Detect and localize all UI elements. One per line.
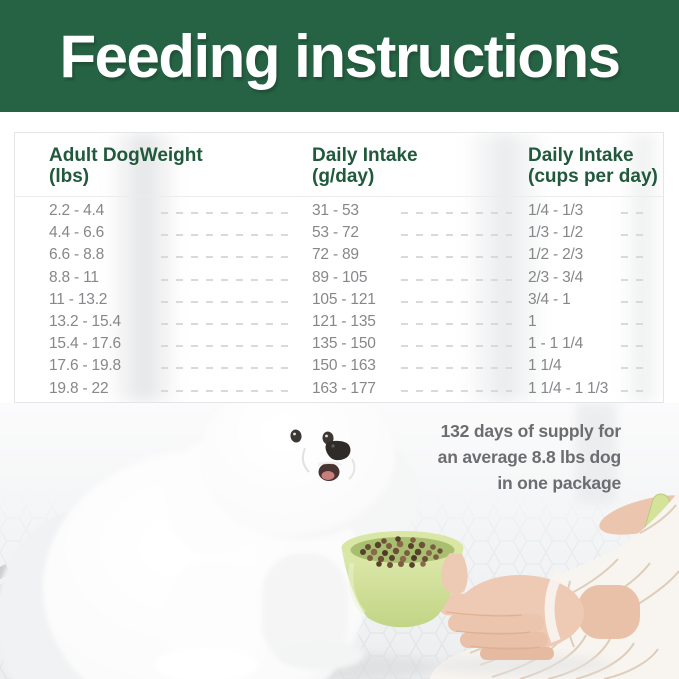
table-row: 2.2 - 4.4 31 - 53 1/4 - 1/3 bbox=[49, 200, 653, 222]
cups-range: 1/4 - 1/3 bbox=[528, 202, 584, 220]
dashed-leader bbox=[161, 345, 296, 348]
grams-range: 163 - 177 bbox=[312, 379, 376, 397]
column-header-cups: Daily Intake (cups per day) bbox=[528, 145, 658, 187]
table-row: 6.6 - 8.8 72 - 89 1/2 - 2/3 bbox=[49, 244, 653, 266]
dashed-leader bbox=[621, 300, 651, 303]
dashed-leader bbox=[401, 367, 512, 370]
photo-dog-feeding bbox=[0, 403, 679, 679]
dashed-leader bbox=[621, 234, 651, 237]
dashed-leader bbox=[161, 389, 296, 392]
dashed-leader bbox=[161, 234, 296, 237]
dashed-leader bbox=[621, 212, 651, 215]
page-title: Feeding instructions bbox=[59, 22, 621, 90]
grams-range: 53 - 72 bbox=[312, 224, 359, 242]
dashed-leader bbox=[401, 256, 512, 259]
weight-range: 4.4 - 6.6 bbox=[49, 224, 105, 242]
cups-range: 1 bbox=[528, 313, 537, 331]
weight-range: 2.2 - 4.4 bbox=[49, 202, 105, 220]
owner-hand bbox=[428, 570, 640, 675]
grams-range: 150 - 163 bbox=[312, 357, 376, 375]
cups-range: 2/3 - 3/4 bbox=[528, 268, 584, 286]
dashed-leader bbox=[401, 212, 512, 215]
grams-range: 105 - 121 bbox=[312, 290, 376, 308]
dog-face bbox=[290, 429, 356, 481]
cups-range: 1/3 - 1/2 bbox=[528, 224, 584, 242]
dashed-leader bbox=[161, 367, 296, 370]
supply-note-line: an average 8.8 lbs dog bbox=[437, 447, 622, 467]
dashed-leader bbox=[161, 300, 296, 303]
dashed-leader bbox=[161, 212, 296, 215]
dashed-leader bbox=[161, 278, 296, 281]
person bbox=[428, 491, 679, 679]
grams-range: 135 - 150 bbox=[312, 335, 376, 353]
weight-range: 11 - 13.2 bbox=[49, 290, 108, 308]
cuff-ruffle bbox=[544, 570, 565, 643]
table-row: 19.8 - 22 163 - 177 1 1/4 - 1 1/3 bbox=[49, 378, 653, 400]
supply-note-line: 132 days of supply for bbox=[440, 421, 622, 441]
feeding-table-card: Adult DogWeight (lbs) Daily Intake (g/da… bbox=[14, 132, 664, 403]
supply-note-line: in one package bbox=[497, 473, 621, 493]
dashed-leader bbox=[621, 367, 651, 370]
dashed-leader bbox=[161, 323, 296, 326]
background-chair-leg bbox=[576, 403, 616, 503]
dashed-leader bbox=[621, 389, 651, 392]
food-bowl bbox=[341, 531, 468, 628]
cups-range: 1 1/4 - 1 1/3 bbox=[528, 379, 609, 397]
column-header-grams: Daily Intake (g/day) bbox=[312, 145, 418, 187]
grams-range: 31 - 53 bbox=[312, 202, 359, 220]
table-row: 15.4 - 17.6 135 - 150 1 - 1 1/4 bbox=[49, 333, 653, 355]
supply-note: 132 days of supply for an average 8.8 lb… bbox=[437, 418, 622, 496]
cups-range: 1 1/4 bbox=[528, 357, 562, 375]
cups-range: 3/4 - 1 bbox=[528, 290, 571, 308]
dashed-leader bbox=[621, 256, 651, 259]
dashed-leader bbox=[401, 345, 512, 348]
weight-range: 8.8 - 11 bbox=[49, 268, 99, 286]
table-row: 11 - 13.2 105 - 121 3/4 - 1 bbox=[49, 289, 653, 311]
dashed-leader bbox=[401, 389, 512, 392]
thumb-over-bowl bbox=[441, 553, 468, 595]
dashed-leader bbox=[401, 323, 512, 326]
table-row: 13.2 - 15.4 121 - 135 1 bbox=[49, 311, 653, 333]
dashed-leader bbox=[621, 345, 651, 348]
dog bbox=[0, 403, 440, 679]
table-body: 2.2 - 4.4 31 - 53 1/4 - 1/3 4.4 - 6.6 53… bbox=[15, 197, 663, 400]
dashed-leader bbox=[621, 323, 651, 326]
dashed-leader bbox=[401, 234, 512, 237]
grams-range: 121 - 135 bbox=[312, 313, 376, 331]
dashed-leader bbox=[401, 300, 512, 303]
table-header-row: Adult DogWeight (lbs) Daily Intake (g/da… bbox=[15, 133, 663, 197]
dashed-leader bbox=[161, 256, 296, 259]
cups-range: 1 - 1 1/4 bbox=[528, 335, 584, 353]
grams-range: 89 - 105 bbox=[312, 268, 368, 286]
table-row: 4.4 - 6.6 53 - 72 1/3 - 1/2 bbox=[49, 222, 653, 244]
weight-range: 19.8 - 22 bbox=[49, 379, 109, 397]
weight-range: 6.6 - 8.8 bbox=[49, 246, 105, 264]
header-banner: Feeding instructions bbox=[0, 0, 679, 112]
table-row: 17.6 - 19.8 150 - 163 1 1/4 bbox=[49, 355, 653, 377]
weight-range: 17.6 - 19.8 bbox=[49, 357, 121, 375]
grams-range: 72 - 89 bbox=[312, 246, 359, 264]
weight-range: 15.4 - 17.6 bbox=[49, 335, 121, 353]
table-row: 8.8 - 11 89 - 105 2/3 - 3/4 bbox=[49, 267, 653, 289]
dashed-leader bbox=[621, 278, 651, 281]
kibble bbox=[360, 536, 443, 568]
dashed-leader bbox=[401, 278, 512, 281]
cups-range: 1/2 - 2/3 bbox=[528, 246, 584, 264]
weight-range: 13.2 - 15.4 bbox=[49, 313, 121, 331]
column-header-weight: Adult DogWeight (lbs) bbox=[49, 145, 203, 187]
